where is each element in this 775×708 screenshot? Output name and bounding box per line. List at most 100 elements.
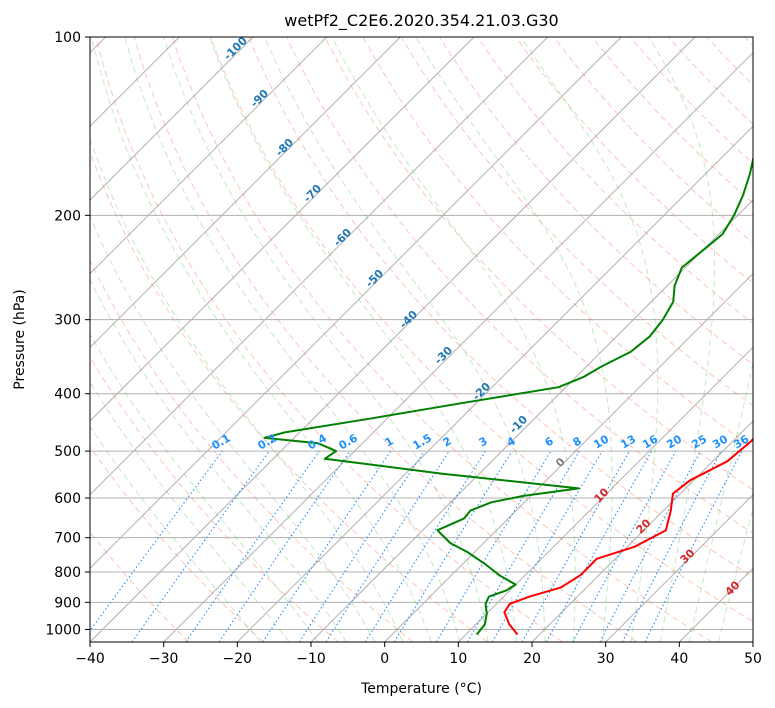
isotherm-line xyxy=(236,125,753,642)
x-tick-label: 30 xyxy=(597,651,615,667)
isotherm-line xyxy=(90,37,328,275)
y-tick-label: 900 xyxy=(54,595,81,611)
dry-adiabat-line xyxy=(95,37,563,642)
dry-adiabat-line xyxy=(90,445,264,642)
mixing-ratio-line xyxy=(599,450,701,642)
x-tick-label: 0 xyxy=(380,651,389,667)
isotherm-line xyxy=(384,272,753,642)
isotherm-line xyxy=(90,37,622,570)
dry-adiabat-line xyxy=(171,37,712,642)
isotherm-line xyxy=(90,37,549,496)
isotherm-line xyxy=(90,37,401,349)
isotherm-label: -10 xyxy=(507,413,530,436)
moist-adiabat-label: 20 xyxy=(634,516,654,536)
moist-adiabat-line xyxy=(331,37,576,642)
mixing-ratio-line xyxy=(393,450,513,642)
x-tick-label: 20 xyxy=(523,651,541,667)
dry-adiabat-line xyxy=(744,37,753,47)
dry-adiabat-line xyxy=(324,37,753,491)
dry-adiabat-line xyxy=(90,531,190,642)
temperature-profile-line xyxy=(503,437,753,636)
mixing-ratio-line xyxy=(131,450,270,642)
isotherm-label: -20 xyxy=(470,380,493,403)
chart-title: wetPf2_C2E6.2020.354.21.03.G30 xyxy=(284,11,558,31)
mixing-ratio-label: 20 xyxy=(664,432,684,451)
plot-frame xyxy=(89,36,754,643)
mixing-ratio-line xyxy=(90,450,223,632)
dry-adiabat-line xyxy=(248,37,753,578)
x-axis-label: Temperature (°C) xyxy=(360,681,482,697)
mixing-ratio-label: 8 xyxy=(571,434,584,449)
mixing-ratio-label: 0.4 xyxy=(306,431,330,452)
y-tick-label: 800 xyxy=(54,565,81,581)
plot-area xyxy=(90,37,753,642)
y-tick-label: 600 xyxy=(54,491,81,507)
isotherm-line xyxy=(310,199,753,642)
dry-adiabat-line xyxy=(90,259,414,642)
mixing-ratio-label: 6 xyxy=(543,434,556,449)
isotherm-line xyxy=(457,346,753,642)
x-tick-label: 40 xyxy=(670,651,688,667)
mixing-ratio-line xyxy=(572,450,677,642)
dry-adiabat-line xyxy=(400,37,753,407)
mixing-ratio-line xyxy=(545,450,653,642)
dry-adiabat-line xyxy=(210,37,753,623)
isotherm-label: -80 xyxy=(273,136,296,159)
moist-adiabat-line xyxy=(124,37,461,642)
mixing-ratio-label: 16 xyxy=(640,432,660,451)
y-tick-label: 100 xyxy=(54,30,81,46)
y-tick-label: 1000 xyxy=(45,622,81,638)
mixing-ratio-label: 25 xyxy=(689,433,709,452)
moist-adiabat-line xyxy=(415,37,613,642)
y-tick-label: 300 xyxy=(54,313,81,329)
isotherm-line xyxy=(90,37,254,201)
mixing-ratio-label: 30 xyxy=(710,432,730,451)
dry-adiabat-line xyxy=(133,37,638,642)
dewpoint-profile-line xyxy=(263,155,753,636)
moist-adiabat-line xyxy=(163,37,489,642)
dry-adiabat-line xyxy=(706,37,753,86)
isotherm-label: -70 xyxy=(301,182,324,205)
moist-adiabat-line xyxy=(90,425,261,642)
isotherm-label: -100 xyxy=(221,34,250,63)
moist-adiabat-label: 10 xyxy=(592,485,612,505)
y-tick-label: 400 xyxy=(54,387,81,403)
x-tick-label: −30 xyxy=(149,651,179,667)
mixing-ratio-line xyxy=(262,450,392,642)
isotherm-label: -30 xyxy=(432,344,455,367)
x-tick-label: 50 xyxy=(744,651,762,667)
mixing-ratio-line xyxy=(218,450,351,642)
mixing-ratio-line xyxy=(185,450,320,642)
dry-adiabat-line xyxy=(90,150,488,642)
isotherm-line xyxy=(531,420,753,642)
mixing-ratio-line xyxy=(521,450,630,642)
x-tick-label: −40 xyxy=(75,651,105,667)
moist-adiabat-line xyxy=(90,215,376,642)
isotherm-label: -60 xyxy=(331,226,354,249)
dry-adiabat-line xyxy=(362,37,753,449)
x-tick-label: −10 xyxy=(296,651,326,667)
mixing-ratio-label: 13 xyxy=(618,433,638,452)
mixing-ratio-line xyxy=(364,450,486,642)
y-tick-label: 700 xyxy=(54,531,81,547)
y-tick-label: 500 xyxy=(54,444,81,460)
mixing-ratio-label: 1 xyxy=(383,434,396,449)
x-tick-label: 10 xyxy=(449,651,467,667)
y-axis-label: Pressure (hPa) xyxy=(12,289,28,389)
mixing-ratio-label: 0.1 xyxy=(210,431,233,452)
y-tick-label: 200 xyxy=(54,208,81,224)
mixing-ratio-line xyxy=(491,450,603,642)
dry-adiabat-line xyxy=(515,37,753,284)
moist-adiabat-line xyxy=(264,37,546,642)
dry-adiabat-line xyxy=(591,37,753,204)
axes: −40 −30 −20 −10 0 10 20 30 40 5010020030040050060… xyxy=(45,30,762,667)
x-tick-label: −20 xyxy=(223,651,253,667)
isotherm-line xyxy=(605,493,753,642)
isotherm-label: -90 xyxy=(248,87,271,110)
mixing-ratio-label: 36 xyxy=(731,432,751,451)
mixing-ratio-line xyxy=(325,450,450,642)
isotherm-line xyxy=(163,51,753,642)
dry-adiabat-line xyxy=(629,37,753,165)
moist-adiabat-line xyxy=(717,507,753,642)
